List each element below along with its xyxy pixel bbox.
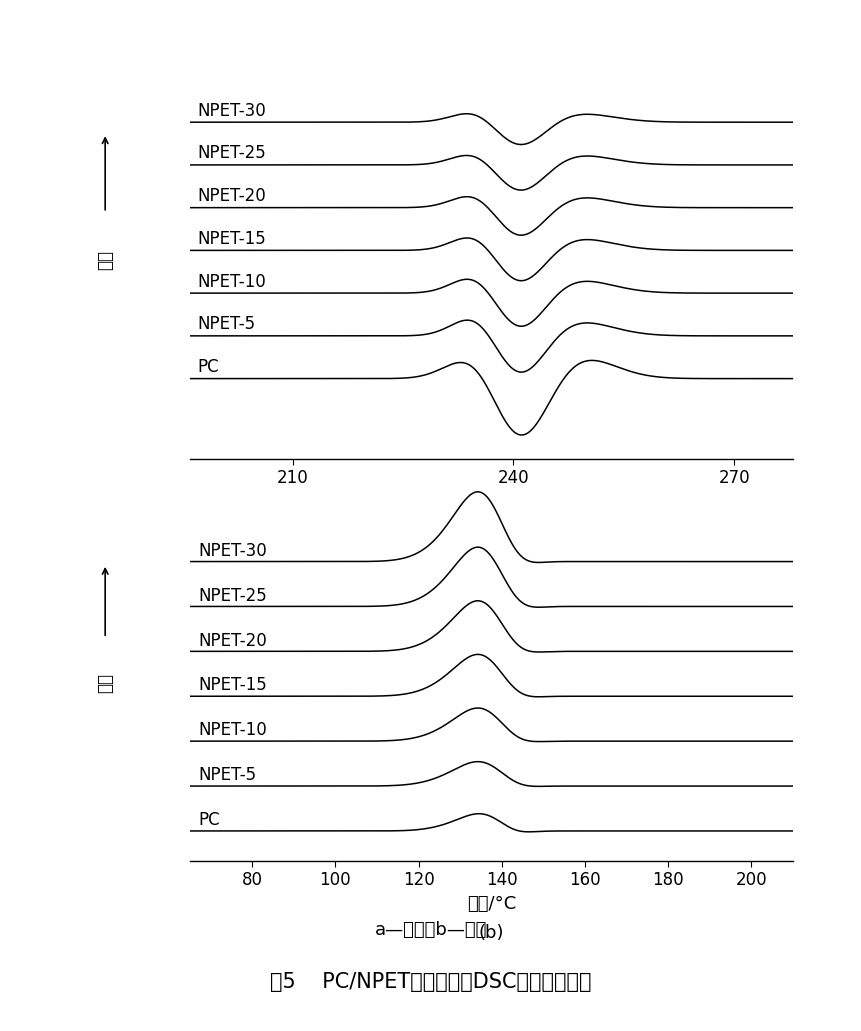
Text: NPET-30: NPET-30 bbox=[197, 102, 265, 120]
Text: 放热: 放热 bbox=[96, 673, 114, 693]
Text: NPET-5: NPET-5 bbox=[197, 315, 255, 333]
Text: NPET-20: NPET-20 bbox=[198, 632, 266, 650]
Text: NPET-5: NPET-5 bbox=[198, 766, 256, 785]
Text: NPET-10: NPET-10 bbox=[198, 722, 266, 739]
Text: NPET-10: NPET-10 bbox=[197, 272, 265, 291]
Text: 图5    PC/NPET复合材料的DSC二次升温曲线: 图5 PC/NPET复合材料的DSC二次升温曲线 bbox=[270, 971, 591, 992]
Text: NPET-20: NPET-20 bbox=[197, 188, 265, 205]
Text: 放热: 放热 bbox=[96, 251, 114, 270]
Text: PC: PC bbox=[198, 811, 220, 829]
Text: (a): (a) bbox=[478, 510, 504, 529]
Text: NPET-25: NPET-25 bbox=[198, 587, 266, 604]
X-axis label: 温度/°C: 温度/°C bbox=[466, 493, 516, 510]
Text: PC: PC bbox=[197, 358, 219, 376]
Text: (b): (b) bbox=[478, 924, 504, 942]
Text: NPET-15: NPET-15 bbox=[198, 676, 266, 695]
Text: NPET-30: NPET-30 bbox=[198, 541, 266, 560]
X-axis label: 温度/°C: 温度/°C bbox=[466, 895, 516, 912]
Text: NPET-15: NPET-15 bbox=[197, 230, 265, 247]
Text: NPET-25: NPET-25 bbox=[197, 144, 265, 163]
Text: a—降温；b—升温: a—降温；b—升温 bbox=[375, 921, 486, 939]
